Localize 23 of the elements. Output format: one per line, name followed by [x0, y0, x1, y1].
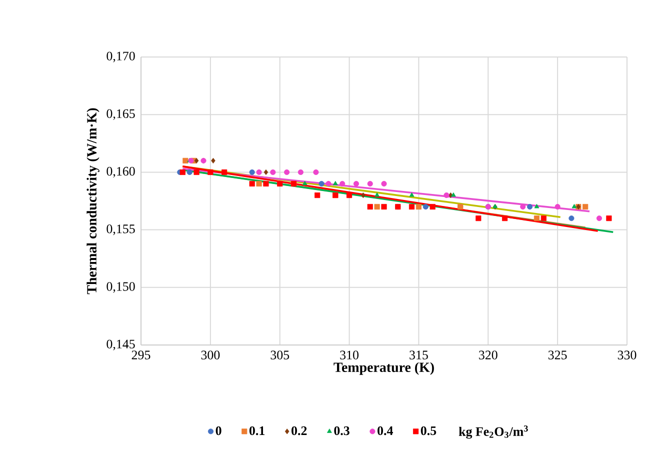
y-axis-title: Thermal conductivity (W/m·K)	[86, 108, 100, 294]
legend-title: kg Fe$_{2}$O$_{3}$/m$^{3}$	[458, 425, 528, 439]
y-tick-label: 0,155	[106, 224, 135, 236]
y-tick-label: 0,160	[106, 166, 135, 178]
y-tick-label: 0,165	[106, 109, 135, 120]
legend-label: 0.1	[249, 426, 264, 436]
x-tick-label: 325	[548, 350, 567, 360]
legend-label: 0.2	[292, 426, 307, 436]
x-tick-label: 315	[410, 350, 428, 360]
legend-label: 0.4	[378, 426, 393, 436]
y-tick-label: 0,145	[106, 340, 135, 350]
x-tick-label: 305	[270, 350, 290, 360]
x-tick-label: 320	[479, 350, 498, 360]
x-tick-label: 310	[340, 350, 359, 360]
legend-label: 0	[216, 426, 222, 436]
legend-label: 0.5	[420, 426, 436, 436]
legend-label: 0.3	[334, 426, 350, 436]
y-tick-label: 0,170	[106, 52, 135, 62]
y-tick-label: 0,150	[106, 282, 135, 293]
x-tick-label: 330	[618, 350, 636, 360]
x-axis-title: Temperature (K)	[334, 362, 434, 375]
x-tick-label: 295	[132, 350, 150, 360]
x-tick-label: 300	[201, 350, 220, 360]
